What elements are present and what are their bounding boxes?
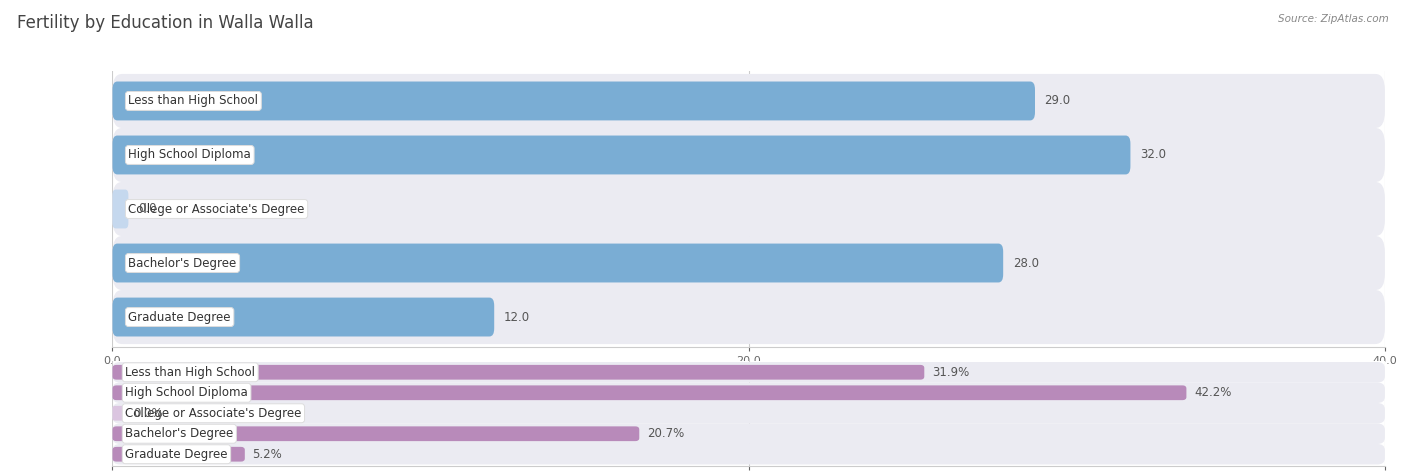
Text: Bachelor's Degree: Bachelor's Degree: [125, 427, 233, 440]
Text: Graduate Degree: Graduate Degree: [125, 448, 228, 461]
FancyBboxPatch shape: [112, 365, 924, 380]
FancyBboxPatch shape: [112, 447, 245, 462]
FancyBboxPatch shape: [112, 135, 1130, 174]
FancyBboxPatch shape: [112, 427, 640, 441]
Text: 5.2%: 5.2%: [253, 448, 283, 461]
FancyBboxPatch shape: [112, 236, 1385, 290]
Text: Less than High School: Less than High School: [128, 95, 259, 107]
FancyBboxPatch shape: [112, 190, 128, 228]
FancyBboxPatch shape: [112, 362, 1385, 382]
Text: Fertility by Education in Walla Walla: Fertility by Education in Walla Walla: [17, 14, 314, 32]
Text: High School Diploma: High School Diploma: [125, 386, 247, 399]
FancyBboxPatch shape: [112, 128, 1385, 182]
Text: College or Associate's Degree: College or Associate's Degree: [125, 407, 301, 420]
FancyBboxPatch shape: [112, 424, 1385, 444]
Text: Source: ZipAtlas.com: Source: ZipAtlas.com: [1278, 14, 1389, 24]
Text: College or Associate's Degree: College or Associate's Degree: [128, 202, 305, 216]
FancyBboxPatch shape: [112, 82, 1035, 120]
Text: 31.9%: 31.9%: [932, 366, 969, 379]
Text: Less than High School: Less than High School: [125, 366, 256, 379]
FancyBboxPatch shape: [112, 406, 125, 421]
FancyBboxPatch shape: [112, 244, 1004, 283]
Text: 42.2%: 42.2%: [1194, 386, 1232, 399]
Text: 20.7%: 20.7%: [647, 427, 685, 440]
Text: Graduate Degree: Graduate Degree: [128, 311, 231, 323]
FancyBboxPatch shape: [112, 182, 1385, 236]
Text: High School Diploma: High School Diploma: [128, 149, 252, 162]
FancyBboxPatch shape: [112, 74, 1385, 128]
Text: 0.0: 0.0: [138, 202, 156, 216]
FancyBboxPatch shape: [112, 385, 1187, 400]
Text: Bachelor's Degree: Bachelor's Degree: [128, 256, 236, 269]
FancyBboxPatch shape: [112, 444, 1385, 465]
FancyBboxPatch shape: [112, 382, 1385, 403]
Text: 0.0%: 0.0%: [132, 407, 163, 420]
FancyBboxPatch shape: [112, 290, 1385, 344]
Text: 32.0: 32.0: [1140, 149, 1166, 162]
Text: 29.0: 29.0: [1045, 95, 1070, 107]
Text: 28.0: 28.0: [1012, 256, 1039, 269]
FancyBboxPatch shape: [112, 298, 495, 336]
Text: 12.0: 12.0: [503, 311, 530, 323]
FancyBboxPatch shape: [112, 403, 1385, 424]
